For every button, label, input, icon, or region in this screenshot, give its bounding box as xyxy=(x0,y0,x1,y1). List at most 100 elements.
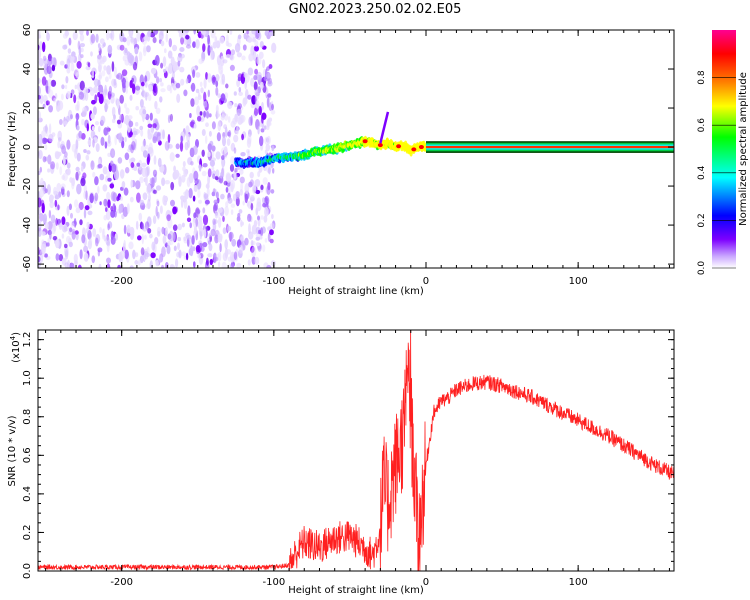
x-tick-label: 0 xyxy=(423,577,429,588)
noise-blob xyxy=(62,44,68,50)
noise-blob xyxy=(219,243,222,253)
noise-blob xyxy=(38,170,41,176)
noise-blob xyxy=(266,264,272,268)
x-tick-label: 100 xyxy=(569,276,588,287)
noise-blob xyxy=(81,234,86,244)
noise-blob xyxy=(70,114,73,120)
noise-blob xyxy=(79,80,85,91)
noise-blob xyxy=(132,83,136,94)
noise-blob xyxy=(141,162,147,168)
noise-blob xyxy=(128,120,134,128)
noise-blob xyxy=(75,171,79,181)
noise-blob xyxy=(150,67,157,75)
noise-blob xyxy=(223,180,228,186)
noise-blob xyxy=(236,216,241,222)
noise-blob xyxy=(50,214,56,224)
noise-blob xyxy=(80,177,86,187)
noise-blob xyxy=(194,178,199,185)
noise-blob xyxy=(119,250,126,259)
noise-blob xyxy=(216,110,220,119)
noise-blob xyxy=(139,176,144,184)
noise-blob xyxy=(102,166,108,175)
noise-blob xyxy=(53,186,57,196)
noise-blob xyxy=(85,154,90,161)
noise-blob xyxy=(238,91,244,96)
noise-blob xyxy=(66,67,71,74)
noise-blob xyxy=(38,95,41,100)
noise-blob xyxy=(147,228,152,234)
noise-blob xyxy=(49,230,52,240)
noise-blob xyxy=(198,92,201,98)
noise-blob xyxy=(142,150,148,158)
ridge-peak xyxy=(396,144,402,149)
noise-blob xyxy=(229,30,233,35)
noise-blob xyxy=(64,249,69,260)
noise-blob xyxy=(250,202,254,211)
noise-blob xyxy=(76,61,82,69)
noise-blob xyxy=(225,201,229,208)
noise-blob xyxy=(264,206,269,217)
noise-blob xyxy=(61,145,66,155)
noise-blob xyxy=(38,197,42,208)
noise-blob xyxy=(227,101,233,110)
noise-blob xyxy=(212,79,216,86)
y-tick-label: 40 xyxy=(22,63,33,76)
noise-blob xyxy=(199,230,203,240)
noise-blob xyxy=(218,64,224,75)
noise-blob xyxy=(153,30,159,35)
noise-blob xyxy=(225,83,229,89)
noise-blob xyxy=(117,157,123,164)
noise-blob xyxy=(166,214,171,222)
noise-blob xyxy=(83,208,87,219)
noise-blob xyxy=(165,33,169,43)
noise-blob xyxy=(201,149,205,157)
noise-blob xyxy=(119,114,123,122)
noise-blob xyxy=(87,210,93,216)
noise-blob xyxy=(124,152,130,161)
noise-blob xyxy=(86,221,90,229)
noise-blob xyxy=(248,231,254,240)
noise-blob xyxy=(83,87,89,95)
noise-blob xyxy=(166,244,171,255)
noise-blob xyxy=(215,169,220,177)
noise-blob xyxy=(58,254,64,262)
noise-blob xyxy=(179,141,184,152)
noise-blob xyxy=(46,33,50,42)
noise-blob xyxy=(75,166,80,172)
spectrogram-area xyxy=(38,30,674,268)
y-tick-label: 0.4 xyxy=(22,486,33,502)
noise-blob xyxy=(73,94,77,104)
noise-blob xyxy=(199,111,203,116)
noise-blob xyxy=(224,205,229,216)
noise-blob xyxy=(268,64,273,69)
noise-blob xyxy=(162,195,167,206)
noise-blob xyxy=(71,143,77,153)
noise-blob xyxy=(80,133,86,140)
noise-blob xyxy=(197,219,203,230)
noise-blob xyxy=(138,51,143,62)
noise-blob xyxy=(66,139,71,150)
noise-blob xyxy=(135,106,139,111)
noise-blob xyxy=(65,235,71,244)
noise-blob xyxy=(152,37,157,44)
noise-blob xyxy=(160,82,164,87)
noise-blob xyxy=(187,140,191,149)
noise-blob xyxy=(141,222,145,230)
noise-blob xyxy=(192,69,196,78)
noise-blob xyxy=(175,82,181,89)
noise-blob xyxy=(171,71,175,80)
x-tick-label: 100 xyxy=(569,577,588,588)
noise-blob xyxy=(213,256,219,262)
noise-blob xyxy=(145,253,151,257)
noise-blob xyxy=(133,165,138,171)
noise-blob xyxy=(41,231,46,236)
noise-blob xyxy=(188,188,193,199)
noise-blob xyxy=(105,236,110,246)
noise-blob xyxy=(139,199,145,206)
noise-blob xyxy=(181,222,185,228)
noise-blob xyxy=(76,125,80,131)
noise-blob xyxy=(131,134,135,142)
noise-blob xyxy=(222,136,226,147)
noise-blob xyxy=(247,134,252,145)
